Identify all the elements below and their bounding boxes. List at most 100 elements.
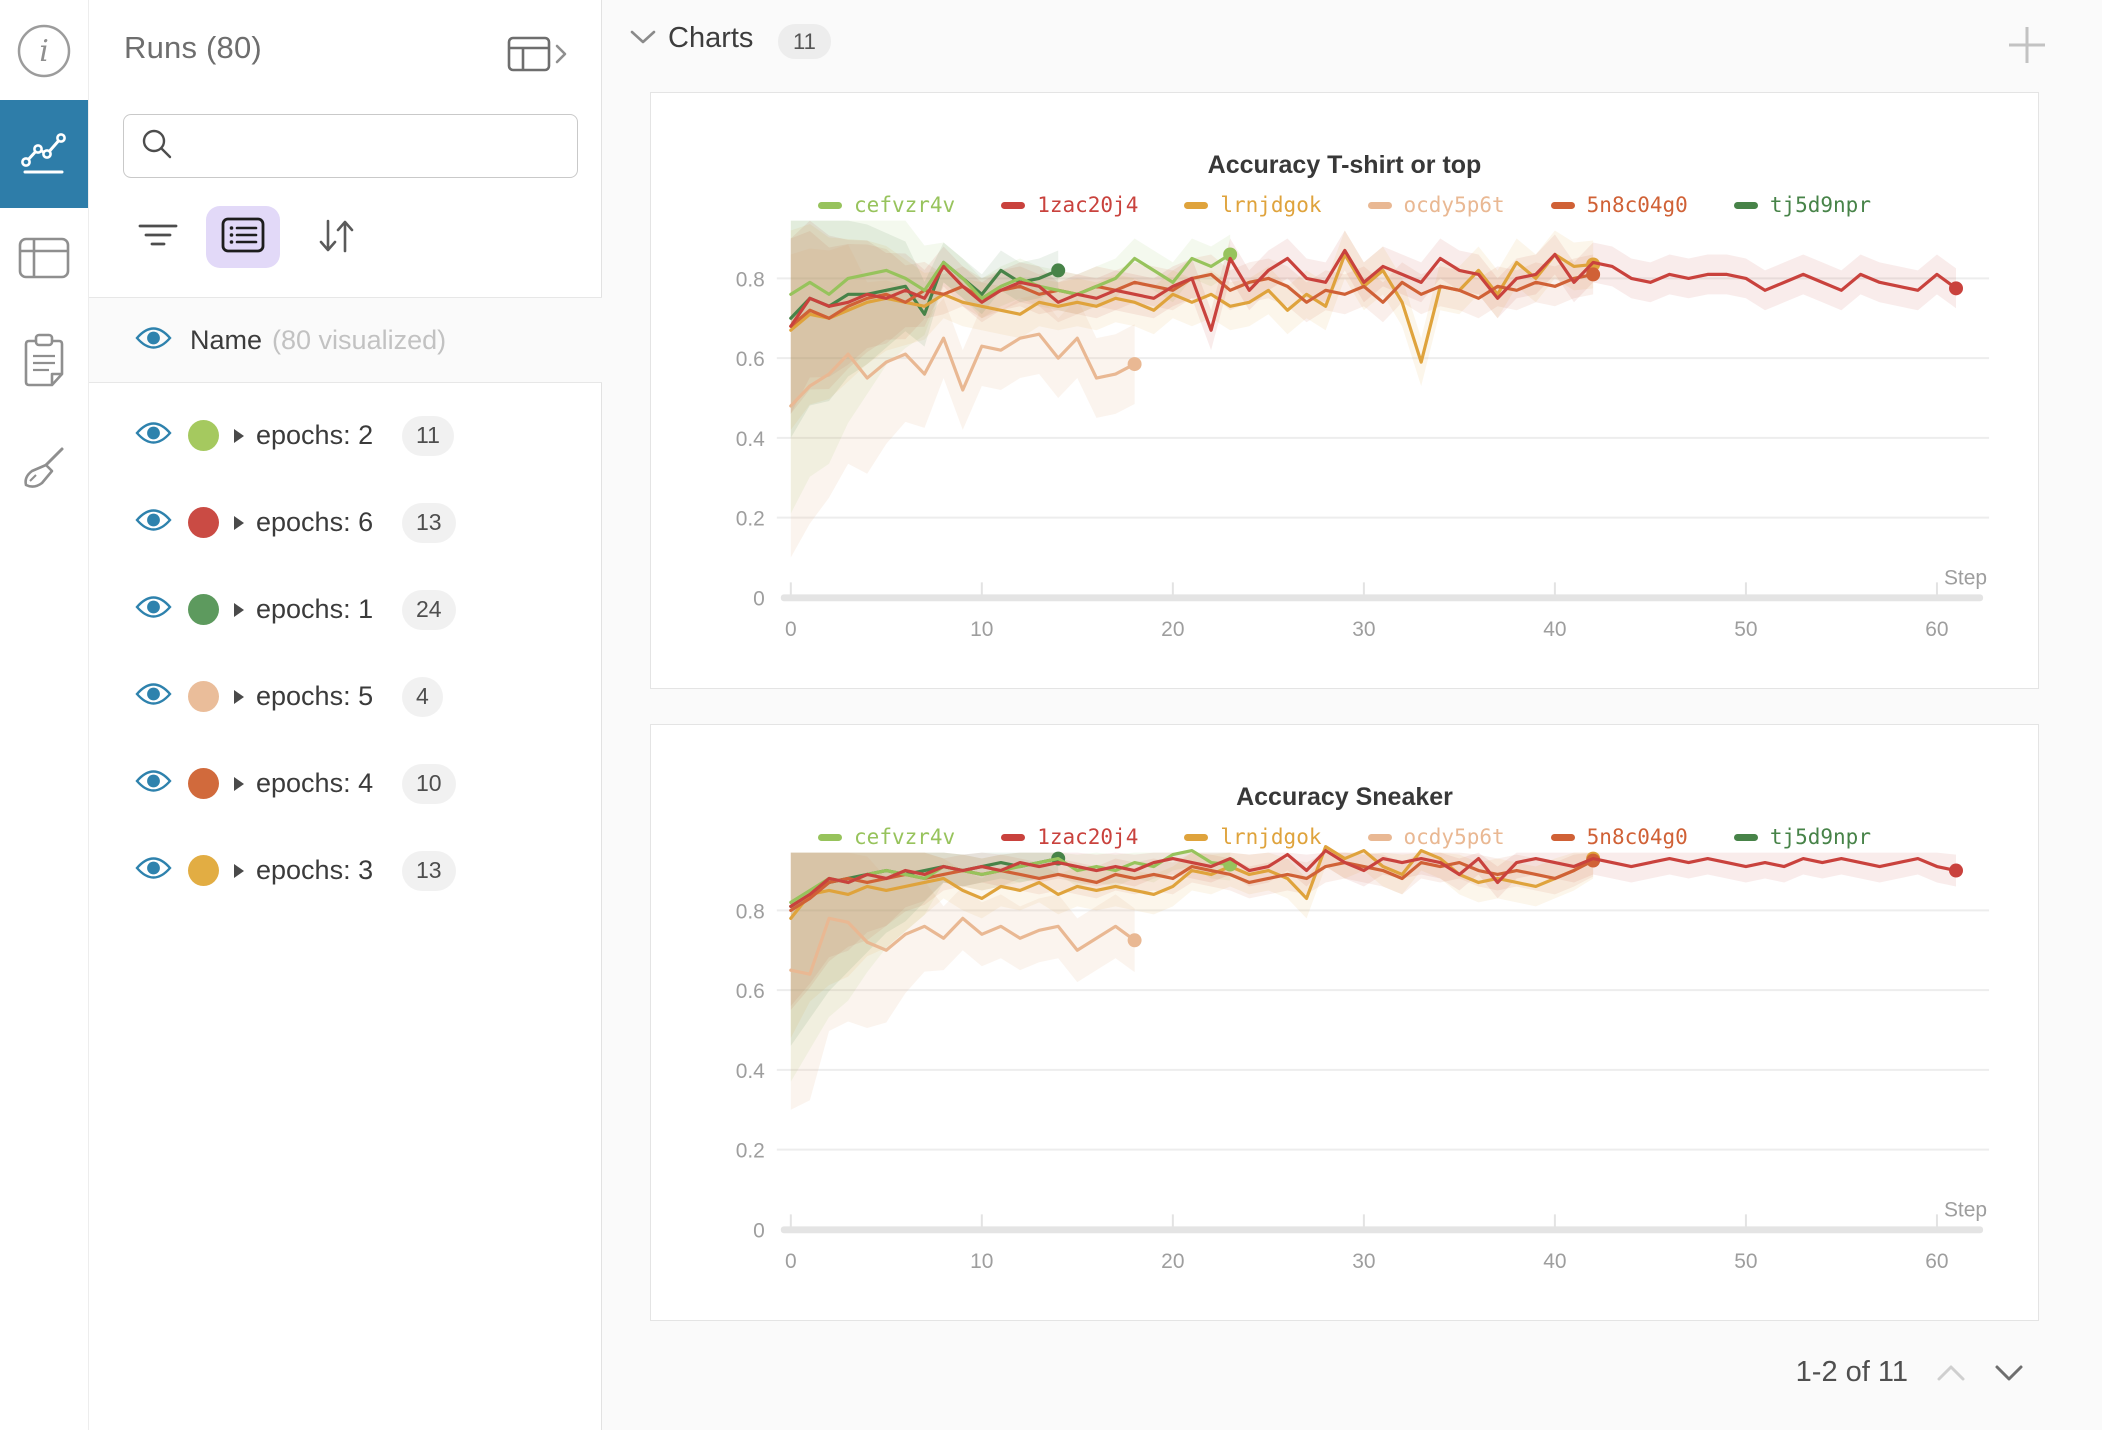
run-color-dot <box>188 681 219 712</box>
svg-text:0.4: 0.4 <box>736 1060 765 1083</box>
run-count-badge: 13 <box>402 502 456 543</box>
legend-label: ocdy5p6t <box>1403 825 1505 849</box>
expand-caret-icon[interactable] <box>232 427 246 445</box>
legend-item-lrnjdgok[interactable]: lrnjdgok <box>1184 825 1322 849</box>
visibility-eye-icon[interactable] <box>135 420 172 451</box>
filter-icon <box>138 222 178 255</box>
filter-button[interactable] <box>132 212 184 264</box>
section-collapse-button[interactable] <box>630 30 656 50</box>
runs-toolbar <box>88 200 602 276</box>
legend-swatch <box>818 833 843 841</box>
series-line-cefvzr4v <box>789 252 1232 300</box>
run-search-box[interactable] <box>123 114 578 178</box>
info-icon: i <box>16 23 72 84</box>
sort-button[interactable] <box>310 212 362 264</box>
svg-text:30: 30 <box>1352 1250 1375 1273</box>
visibility-eye-icon[interactable] <box>135 768 172 799</box>
series-end-dot-tj5d9npr <box>1051 263 1066 278</box>
header-name-label: Name <box>190 324 263 355</box>
series-end-dot-1zac20j4 <box>1949 281 1964 296</box>
run-count-badge: 11 <box>402 415 454 456</box>
legend-item-1zac20j4[interactable]: 1zac20j4 <box>1001 825 1138 849</box>
expand-caret-icon[interactable] <box>232 862 246 880</box>
run-group-row[interactable]: epochs: 2 11 <box>88 392 602 479</box>
run-group-row[interactable]: epochs: 3 13 <box>88 827 602 914</box>
legend-swatch <box>1184 201 1209 209</box>
series-band-lrnjdgok <box>790 224 1594 430</box>
run-group-row[interactable]: epochs: 6 13 <box>88 479 602 566</box>
runs-title: Runs (80) <box>124 30 262 65</box>
table-tab[interactable] <box>0 232 88 288</box>
chart-panel[interactable]: 0 0.2 0.4 0.6 0.8 0 10 20 30 40 50 60 Step Accuracy … <box>650 92 2039 689</box>
svg-text:Step: Step <box>1944 1198 1987 1221</box>
charts-panel-tab[interactable] <box>0 100 88 208</box>
chart-panel[interactable]: 0 0.2 0.4 0.6 0.8 0 10 20 30 40 50 60 Step Accuracy … <box>650 724 2039 1321</box>
legend-item-tj5d9npr[interactable]: tj5d9npr <box>1733 825 1871 849</box>
svg-text:50: 50 <box>1734 1250 1757 1273</box>
legend-item-1zac20j4[interactable]: 1zac20j4 <box>1001 193 1138 217</box>
legend-swatch <box>1550 201 1575 209</box>
legend-item-lrnjdgok[interactable]: lrnjdgok <box>1184 193 1322 217</box>
run-color-dot <box>188 855 219 886</box>
legend-item-tj5d9npr[interactable]: tj5d9npr <box>1733 193 1871 217</box>
run-list-header[interactable]: Name (80 visualized) <box>88 297 602 383</box>
legend-item-5n8c04g0[interactable]: 5n8c04g0 <box>1550 825 1688 849</box>
legend-label: lrnjdgok <box>1220 193 1322 217</box>
legend-swatch <box>1367 833 1392 841</box>
run-color-dot <box>188 507 219 538</box>
visibility-eye-icon[interactable] <box>135 594 172 625</box>
legend-swatch <box>1550 833 1575 841</box>
visibility-eye-icon[interactable] <box>135 325 172 356</box>
section-title: Charts <box>668 22 754 54</box>
expand-caret-icon[interactable] <box>232 514 246 532</box>
legend-swatch <box>1367 201 1392 209</box>
legend-swatch <box>1733 201 1758 209</box>
chart-title: Accuracy Sneaker <box>1236 783 1453 811</box>
search-input[interactable] <box>186 131 577 161</box>
svg-text:i: i <box>39 34 49 69</box>
svg-text:0: 0 <box>753 587 765 610</box>
list-view-button[interactable] <box>206 206 280 268</box>
expand-caret-icon[interactable] <box>232 688 246 706</box>
legend-label: lrnjdgok <box>1220 825 1322 849</box>
visibility-eye-icon[interactable] <box>135 855 172 886</box>
svg-text:20: 20 <box>1161 1250 1184 1273</box>
run-group-label: epochs: 3 <box>256 855 374 885</box>
expand-caret-icon[interactable] <box>232 601 246 619</box>
info-tab[interactable]: i <box>0 22 88 84</box>
legend-item-ocdy5p6t[interactable]: ocdy5p6t <box>1367 825 1505 849</box>
chart-title: Accuracy T-shirt or top <box>1207 151 1482 179</box>
series-band-cefvzr4v <box>790 852 1231 1082</box>
legend-label: 1zac20j4 <box>1037 193 1139 217</box>
legend-item-cefvzr4v[interactable]: cefvzr4v <box>818 825 955 849</box>
visibility-eye-icon[interactable] <box>135 507 172 538</box>
run-count-badge: 10 <box>402 763 456 804</box>
series-line-1zac20j4 <box>789 248 1958 332</box>
legend-item-5n8c04g0[interactable]: 5n8c04g0 <box>1550 193 1688 217</box>
expand-caret-icon[interactable] <box>232 775 246 793</box>
pagination-prev-button[interactable] <box>1936 1364 1966 1382</box>
legend-swatch <box>1001 201 1026 209</box>
pagination-next-button[interactable] <box>1994 1364 2024 1382</box>
svg-text:40: 40 <box>1543 1250 1566 1273</box>
table-icon <box>18 236 70 285</box>
legend-item-ocdy5p6t[interactable]: ocdy5p6t <box>1367 193 1505 217</box>
svg-text:0: 0 <box>785 618 797 641</box>
legend-item-cefvzr4v[interactable]: cefvzr4v <box>818 193 955 217</box>
run-group-row[interactable]: epochs: 5 4 <box>88 653 602 740</box>
add-panel-button[interactable] <box>2004 22 2050 73</box>
cleanup-tab[interactable] <box>0 440 88 502</box>
run-group-row[interactable]: epochs: 4 10 <box>88 740 602 827</box>
visibility-eye-icon[interactable] <box>135 681 172 712</box>
chart-legend: cefvzr4v 1zac20j4 lrnjdgok ocdy5p6t 5n8c04g0… <box>651 193 2038 217</box>
logs-tab[interactable] <box>0 332 88 394</box>
run-group-label: epochs: 1 <box>256 594 374 624</box>
clipboard-icon <box>21 332 67 395</box>
series-line-ocdy5p6t <box>789 916 1137 976</box>
svg-text:0: 0 <box>785 1250 797 1273</box>
expand-table-button[interactable] <box>507 34 569 79</box>
series-end-dot-ocdy5p6t <box>1127 357 1142 372</box>
run-group-row[interactable]: epochs: 1 24 <box>88 566 602 653</box>
legend-swatch <box>1733 833 1758 841</box>
svg-text:0.6: 0.6 <box>736 348 765 371</box>
